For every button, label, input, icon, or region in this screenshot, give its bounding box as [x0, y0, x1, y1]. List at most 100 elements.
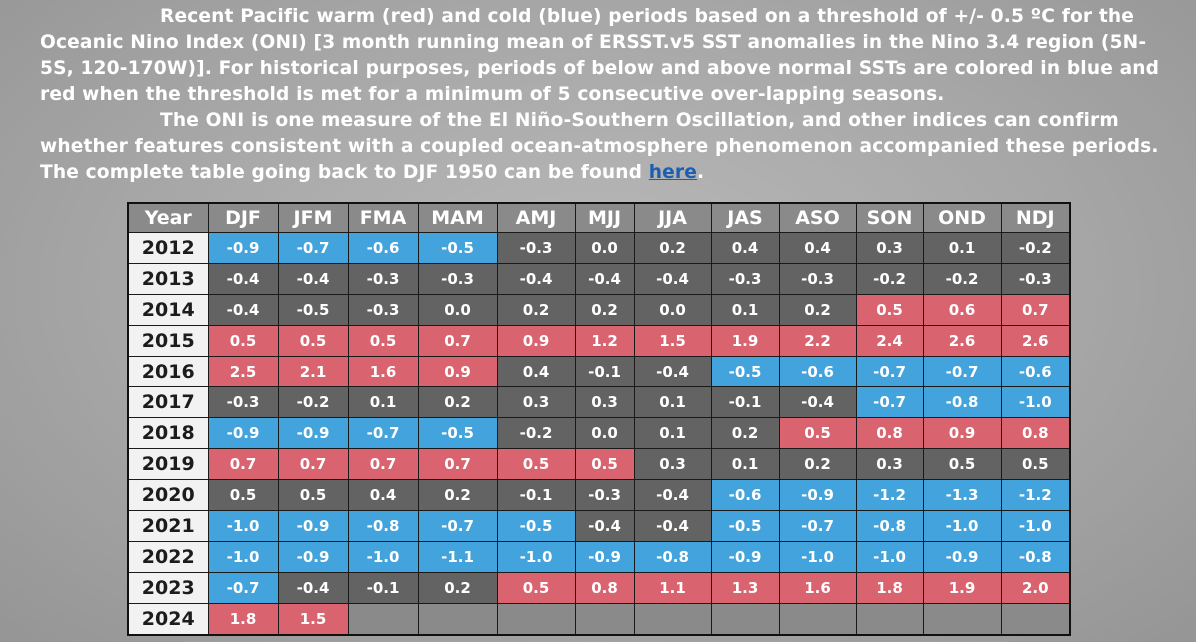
oni-value-cell: -0.4 — [207, 293, 279, 326]
here-link[interactable]: here — [648, 162, 698, 183]
table-row: 2012 -0.9 -0.7 -0.6 -0.5 -0.3 0.0 0.2 0.4 0.4 0.3 0… — [127, 232, 1071, 264]
year-cell: 2022 — [127, 540, 209, 573]
oni-value-cell: -1.0 — [207, 510, 279, 542]
oni-value-cell: 0.5 — [207, 479, 279, 512]
oni-value-cell: -1.3 — [922, 479, 1002, 512]
oni-value-cell: 2.6 — [1000, 324, 1071, 357]
table-row: 2021 -1.0 -0.9 -0.8 -0.7 -0.5 -0.4 -0.4 -0.5 -0.7… — [127, 510, 1071, 542]
oni-value-cell: -1.0 — [1000, 386, 1071, 419]
header-ndj: NDJ — [1000, 202, 1071, 233]
oni-value-cell: 0.5 — [496, 448, 576, 481]
oni-value-cell: 0.5 — [855, 293, 924, 326]
header-fma: FMA — [347, 202, 419, 233]
oni-value-cell: 0.3 — [574, 386, 635, 419]
oni-value-cell: 1.5 — [633, 324, 712, 357]
oni-value-cell: -0.6 — [347, 232, 419, 264]
empty-cell — [855, 602, 924, 636]
oni-value-cell: 0.7 — [207, 448, 279, 481]
oni-value-cell: 0.0 — [574, 417, 635, 450]
oni-value-cell: -0.9 — [277, 510, 349, 542]
year-cell: 2014 — [127, 293, 209, 326]
empty-cell — [417, 602, 498, 636]
header-djf: DJF — [207, 202, 279, 233]
oni-value-cell: -1.2 — [1000, 479, 1071, 512]
oni-value-cell: -0.9 — [922, 540, 1002, 573]
oni-value-cell: -0.5 — [277, 293, 349, 326]
oni-value-cell: -0.9 — [574, 540, 635, 573]
oni-value-cell: 0.1 — [922, 232, 1002, 264]
header-mjj: MJJ — [574, 202, 635, 233]
table-row: 2023 -0.7 -0.4 -0.1 0.2 0.5 0.8 1.1 1.3 1.6 1.8 1.9… — [127, 571, 1071, 604]
header-son: SON — [855, 202, 924, 233]
oni-value-cell: -0.7 — [417, 510, 498, 542]
empty-cell — [496, 602, 576, 636]
oni-value-cell: -0.1 — [710, 386, 780, 419]
oni-value-cell: -0.2 — [922, 262, 1002, 295]
oni-value-cell: -0.9 — [778, 479, 857, 512]
oni-value-cell: -1.0 — [922, 510, 1002, 542]
intro-paragraph-2: The ONI is one measure of the El Niño-So… — [40, 108, 1180, 186]
oni-value-cell: -0.2 — [855, 262, 924, 295]
empty-cell — [922, 602, 1002, 636]
oni-value-cell: -0.4 — [277, 571, 349, 604]
oni-value-cell: -0.7 — [855, 355, 924, 388]
oni-value-cell: 0.5 — [922, 448, 1002, 481]
year-cell: 2024 — [127, 602, 209, 636]
oni-value-cell: -0.7 — [855, 386, 924, 419]
empty-cell — [633, 602, 712, 636]
oni-value-cell: -0.3 — [574, 479, 635, 512]
table-header-row: Year DJF JFM FMA MAM AMJ MJJ JJA JAS ASO… — [127, 202, 1071, 233]
year-cell: 2019 — [127, 448, 209, 481]
table-row: 2018 -0.9 -0.9 -0.7 -0.5 -0.2 0.0 0.1 0.2 0.5 0.8 0… — [127, 417, 1071, 450]
empty-cell — [347, 602, 419, 636]
oni-value-cell: 0.5 — [347, 324, 419, 357]
table-row: 2015 0.5 0.5 0.5 0.7 0.9 1.2 1.5 1.9 2.2 2.4 2.6 2.6 — [127, 324, 1071, 357]
table-row: 2014 -0.4 -0.5 -0.3 0.0 0.2 0.2 0.0 0.1 0.2 0.5 0.6… — [127, 293, 1071, 326]
intro-paragraph-2-text: The ONI is one measure of the El Niño-So… — [40, 110, 1159, 183]
oni-value-cell: -0.6 — [778, 355, 857, 388]
oni-value-cell: -1.1 — [417, 540, 498, 573]
oni-value-cell: 2.6 — [922, 324, 1002, 357]
oni-value-cell: 0.4 — [710, 232, 780, 264]
oni-value-cell: -0.5 — [710, 355, 780, 388]
oni-value-cell: -0.9 — [207, 232, 279, 264]
oni-value-cell: 0.9 — [496, 324, 576, 357]
oni-value-cell: 0.5 — [496, 571, 576, 604]
oni-value-cell: -0.8 — [1000, 540, 1071, 573]
oni-value-cell: 0.2 — [778, 293, 857, 326]
oni-value-cell: 0.6 — [922, 293, 1002, 326]
oni-value-cell: -0.1 — [574, 355, 635, 388]
oni-value-cell: -0.3 — [347, 293, 419, 326]
oni-value-cell: 2.2 — [778, 324, 857, 357]
oni-table: Year DJF JFM FMA MAM AMJ MJJ JJA JAS ASO… — [127, 202, 1071, 636]
oni-value-cell: -0.3 — [207, 386, 279, 419]
oni-value-cell: -0.5 — [710, 510, 780, 542]
oni-value-cell: 0.9 — [922, 417, 1002, 450]
oni-value-cell: 0.9 — [417, 355, 498, 388]
oni-value-cell: 1.2 — [574, 324, 635, 357]
oni-value-cell: -0.9 — [710, 540, 780, 573]
header-jfm: JFM — [277, 202, 349, 233]
year-cell: 2018 — [127, 417, 209, 450]
oni-value-cell: -0.8 — [347, 510, 419, 542]
oni-value-cell: -0.4 — [633, 355, 712, 388]
oni-value-cell: 1.6 — [778, 571, 857, 604]
header-jja: JJA — [633, 202, 712, 233]
oni-value-cell: 0.1 — [710, 448, 780, 481]
oni-value-cell: -0.3 — [710, 262, 780, 295]
table-row: 2017 -0.3 -0.2 0.1 0.2 0.3 0.3 0.1 -0.1 -0.4 -0.7-… — [127, 386, 1071, 419]
intro-text: Recent Pacific warm (red) and cold (blue… — [40, 4, 1180, 186]
year-cell: 2015 — [127, 324, 209, 357]
oni-value-cell: -0.8 — [855, 510, 924, 542]
year-cell: 2013 — [127, 262, 209, 295]
oni-value-cell: -0.3 — [347, 262, 419, 295]
oni-value-cell: 0.0 — [574, 232, 635, 264]
oni-value-cell: 0.3 — [633, 448, 712, 481]
empty-cell — [778, 602, 857, 636]
oni-value-cell: -0.2 — [496, 417, 576, 450]
oni-value-cell: 0.5 — [778, 417, 857, 450]
year-cell: 2016 — [127, 355, 209, 388]
oni-value-cell: -1.0 — [496, 540, 576, 573]
oni-value-cell: 1.3 — [710, 571, 780, 604]
year-cell: 2020 — [127, 479, 209, 512]
